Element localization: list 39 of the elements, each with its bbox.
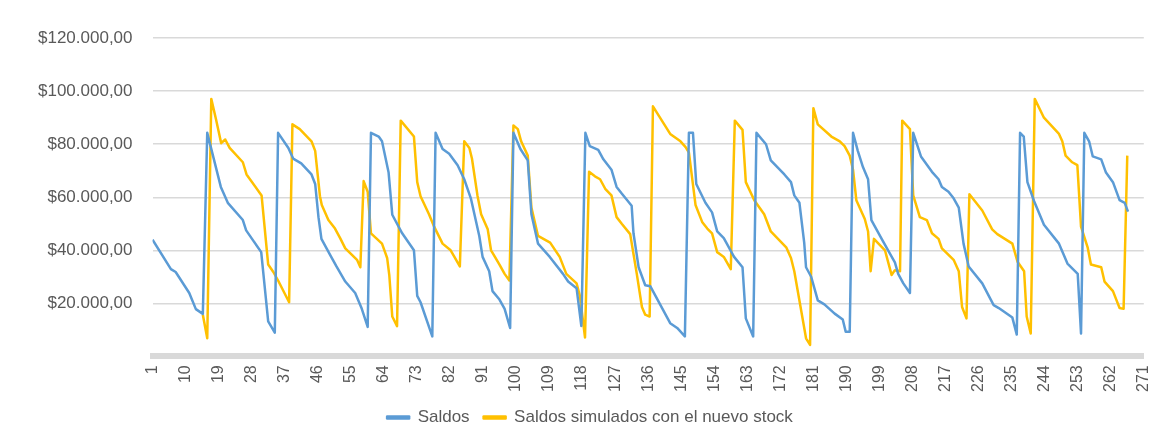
x-tick-label: 253: [1068, 365, 1086, 393]
x-tick-label: 82: [440, 365, 458, 384]
y-tick-label: $60.000,00: [47, 186, 133, 206]
y-tick-label: $20.000,00: [47, 292, 133, 312]
x-tick-label: 172: [770, 365, 788, 393]
x-tick-label: 109: [539, 365, 557, 393]
y-tick-label: $120.000,00: [37, 27, 133, 47]
y-tick-label: $80.000,00: [47, 133, 133, 153]
x-tick-label: 262: [1101, 365, 1119, 393]
x-tick-label: 145: [671, 365, 689, 393]
legend-label: Saldos: [417, 407, 470, 427]
x-tick-label: 208: [902, 365, 920, 393]
x-tick-label: 235: [1002, 365, 1020, 393]
y-tick-label: $40.000,00: [47, 239, 133, 259]
x-tick-label: 181: [803, 365, 821, 393]
y-tick-label: $100.000,00: [37, 80, 133, 100]
x-tick-label: 226: [969, 365, 986, 393]
x-tick-label: 28: [242, 365, 260, 384]
x-tick-label: 217: [935, 365, 953, 393]
x-tick-label: 271: [1134, 365, 1152, 393]
x-tick-label: 190: [836, 365, 854, 393]
x-tick-label: 10: [175, 365, 193, 384]
x-tick-label: 244: [1035, 365, 1053, 393]
x-tick-label: 163: [737, 365, 755, 393]
legend-label: Saldos simulados con el nuevo stock: [514, 407, 794, 427]
x-tick-label: 127: [605, 365, 623, 393]
x-tick-label: 19: [209, 365, 227, 384]
x-tick-label: 91: [473, 365, 491, 384]
x-tick-label: 199: [869, 365, 887, 393]
x-tick-label: 154: [704, 365, 722, 393]
x-tick-label: 1: [142, 365, 160, 375]
x-tick-label: 64: [374, 365, 392, 384]
x-tick-label: 55: [341, 365, 359, 384]
x-tick-label: 100: [506, 365, 524, 393]
x-tick-label: 37: [275, 365, 293, 384]
x-tick-label: 136: [638, 365, 656, 393]
x-tick-label: 118: [572, 365, 590, 391]
x-tick-label: 73: [407, 365, 425, 384]
x-tick-label: 46: [308, 365, 326, 384]
